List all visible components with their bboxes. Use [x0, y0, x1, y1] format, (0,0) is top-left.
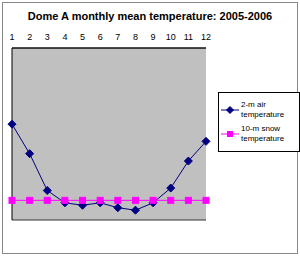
svg-text:8: 8	[133, 32, 138, 42]
svg-text:4: 4	[62, 32, 67, 42]
svg-text:9: 9	[151, 32, 156, 42]
svg-text:2: 2	[27, 32, 32, 42]
svg-text:1: 1	[9, 32, 14, 42]
svg-text:3: 3	[45, 32, 50, 42]
svg-text:6: 6	[98, 32, 103, 42]
svg-text:12: 12	[201, 32, 211, 42]
svg-text:10: 10	[166, 32, 176, 42]
html-text:Dome A monthly mean temperatur: Dome A monthly mean temperature: 2005-20…	[27, 10, 273, 22]
svg-text:7: 7	[115, 32, 120, 42]
html-text:2-m air temperature: 2-m air temperature	[241, 100, 285, 119]
html-text:10-m snow temperature: 10-m snow temperature	[241, 124, 285, 143]
svg-text:11: 11	[184, 32, 193, 42]
svg-text:5: 5	[80, 32, 85, 42]
